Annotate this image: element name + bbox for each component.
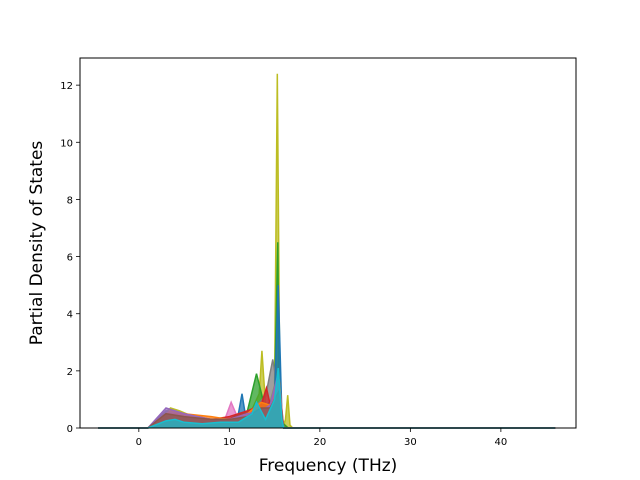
y-tick-label: 8 <box>67 195 73 206</box>
x-tick-label: 20 <box>313 437 326 448</box>
x-tick-label: 10 <box>223 437 236 448</box>
y-tick-label: 10 <box>60 138 73 149</box>
y-tick-label: 4 <box>67 310 73 321</box>
x-tick-label: 0 <box>136 437 142 448</box>
x-axis-label: Frequency (THz) <box>259 456 398 476</box>
plot-frame <box>79 57 577 429</box>
x-axis: 0 10 20 30 40 <box>136 428 508 448</box>
series-line-9 <box>98 367 556 429</box>
y-axis: 0 2 4 6 8 10 12 <box>60 81 80 435</box>
x-tick-label: 30 <box>404 437 417 448</box>
y-tick-label: 2 <box>67 367 73 378</box>
y-tick-label: 6 <box>67 253 73 264</box>
x-tick-label: 40 <box>495 437 508 448</box>
series-layer <box>98 73 556 429</box>
y-axis-label: Partial Density of States <box>27 141 47 346</box>
y-tick-label: 12 <box>60 81 73 92</box>
y-tick-label: 0 <box>67 424 73 435</box>
